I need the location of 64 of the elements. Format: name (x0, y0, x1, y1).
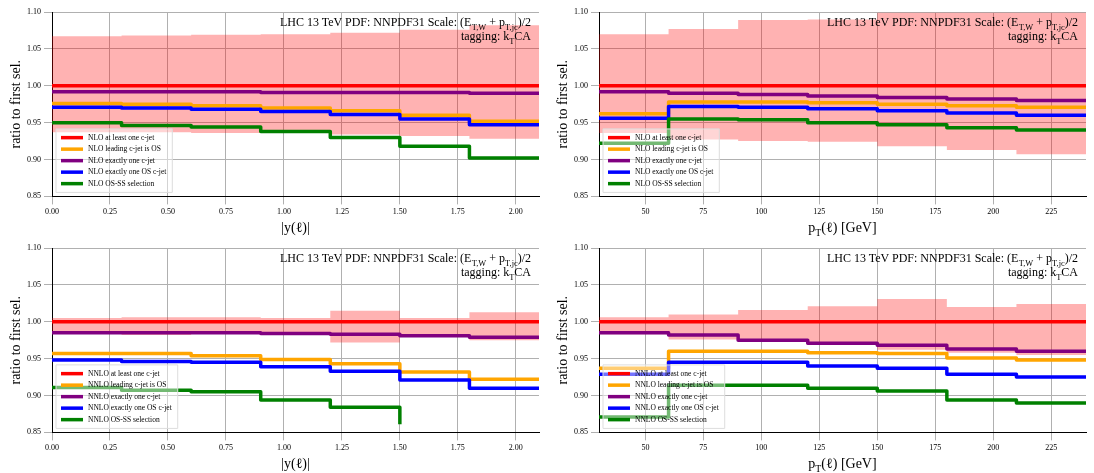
y-tick-label: 0.95 (574, 117, 588, 127)
x-tick-label: 150 (871, 207, 884, 217)
x-tick-label: 1.25 (334, 443, 349, 453)
x-tick-label: 100 (755, 443, 768, 453)
x-tick-label: 0.25 (102, 443, 117, 453)
y-tick-label: 0.85 (574, 191, 588, 201)
x-tick-label: 2.00 (508, 443, 523, 453)
y-tick-label: 1.00 (574, 316, 588, 326)
x-tick-label: 1.00 (276, 443, 291, 453)
y-tick-label: 1.05 (574, 279, 588, 289)
y-tick-label: 1.10 (574, 243, 588, 253)
x-tick-label: 150 (871, 443, 884, 453)
y-axis-title: ratio to first sel. (8, 59, 23, 149)
y-axis-title: ratio to first sel. (8, 295, 23, 385)
x-tick-label: 0.50 (160, 443, 175, 453)
x-tick-label: 125 (813, 207, 826, 217)
x-tick-label: 175 (929, 207, 942, 217)
x-tick-label: 125 (813, 443, 826, 453)
x-tick-label: 1.50 (392, 443, 407, 453)
x-tick-label: 75 (699, 443, 708, 453)
x-tick-label: 100 (755, 207, 768, 217)
x-tick-label: 175 (929, 443, 942, 453)
x-tick-label: 1.00 (276, 207, 291, 217)
x-tick-label: 200 (987, 443, 1000, 453)
x-tick-label: 0.00 (45, 207, 59, 217)
x-axis-title: |y(ℓ)| (281, 220, 310, 236)
y-tick-label: 0.95 (27, 117, 41, 127)
x-tick-label: 75 (699, 207, 708, 217)
y-tick-label: 0.90 (574, 154, 588, 164)
x-tick-label: 0.75 (218, 443, 233, 453)
y-tick-label: 0.85 (574, 427, 588, 437)
y-axis-title: ratio to first sel. (555, 59, 570, 149)
x-tick-label: 0.00 (45, 443, 59, 453)
y-tick-label: 0.90 (574, 390, 588, 400)
y-tick-label: 1.00 (27, 80, 41, 90)
x-tick-label: 0.25 (102, 207, 117, 217)
x-axis-title: |y(ℓ)| (281, 456, 310, 472)
x-tick-label: 0.50 (160, 207, 175, 217)
x-tick-label: 1.75 (450, 443, 465, 453)
y-tick-label: 0.95 (27, 353, 41, 363)
x-tick-label: 1.25 (334, 207, 349, 217)
y-tick-label: 1.05 (27, 279, 41, 289)
x-tick-label: 1.50 (392, 207, 407, 217)
y-tick-label: 1.00 (27, 316, 41, 326)
x-tick-label: 1.75 (450, 207, 465, 217)
y-tick-label: 1.05 (574, 43, 588, 53)
y-tick-label: 0.90 (27, 390, 41, 400)
y-tick-label: 1.10 (27, 243, 41, 253)
y-tick-label: 0.95 (574, 353, 588, 363)
y-tick-label: 1.10 (27, 7, 41, 17)
y-tick-label: 1.10 (574, 7, 588, 17)
y-tick-label: 0.85 (27, 427, 41, 437)
y-tick-label: 0.90 (27, 154, 41, 164)
x-tick-label: 225 (1045, 443, 1058, 453)
y-axis-title: ratio to first sel. (555, 295, 570, 385)
y-tick-label: 0.85 (27, 191, 41, 201)
x-tick-label: 2.00 (508, 207, 523, 217)
x-tick-label: 0.75 (218, 207, 233, 217)
x-tick-label: 200 (987, 207, 1000, 217)
x-tick-label: 225 (1045, 207, 1058, 217)
x-tick-label: 50 (641, 207, 650, 217)
y-tick-label: 1.00 (574, 80, 588, 90)
y-tick-label: 1.05 (27, 43, 41, 53)
x-tick-label: 50 (641, 443, 650, 453)
